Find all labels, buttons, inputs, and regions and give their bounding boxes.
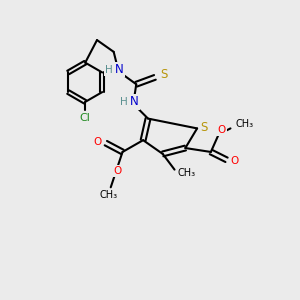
Text: N: N [115, 63, 124, 76]
Text: S: S [160, 68, 167, 81]
Text: O: O [94, 137, 102, 147]
Text: O: O [230, 156, 238, 166]
Text: H: H [120, 97, 128, 107]
Text: Cl: Cl [80, 112, 91, 123]
Text: CH₃: CH₃ [177, 168, 195, 178]
Text: CH₃: CH₃ [100, 190, 118, 200]
Text: S: S [200, 121, 208, 134]
Text: O: O [218, 125, 226, 135]
Text: O: O [113, 166, 122, 176]
Text: CH₃: CH₃ [235, 119, 253, 130]
Text: N: N [130, 95, 139, 108]
Text: H: H [105, 64, 113, 74]
